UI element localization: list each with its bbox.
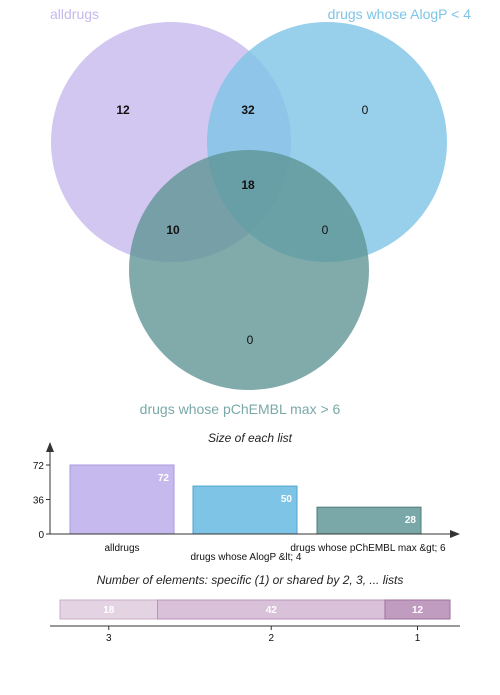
shared-chart-title: Number of elements: specific (1) or shar… — [97, 573, 404, 587]
y-tick-label-2: 72 — [33, 461, 45, 472]
shared-segment-1[interactable] — [384, 599, 451, 620]
y-axis-arrowhead — [46, 442, 54, 452]
size-bar-value-2: 28 — [405, 515, 417, 526]
shared-segment-value-3: 18 — [103, 605, 115, 616]
region-alogp-pchembl: 0 — [322, 223, 329, 237]
region-alldrugs-alogp: 32 — [241, 103, 255, 117]
region-only-pchembl: 0 — [247, 333, 254, 347]
size-bar-chart: Size of each list 72 50 28 0 36 72 alldrugs d… — [33, 431, 460, 563]
size-x-label-0: alldrugs — [104, 543, 139, 554]
shared-tick-label-1: 1 — [415, 633, 421, 644]
size-bar-2[interactable] — [316, 506, 422, 535]
shared-segment-value-1: 12 — [412, 605, 424, 616]
region-alldrugs-pchembl: 10 — [166, 223, 180, 237]
shared-segment-value-2: 42 — [266, 605, 278, 616]
region-all-three: 18 — [241, 178, 255, 192]
region-only-alogp: 0 — [362, 103, 369, 117]
size-y-ticks: 0 36 72 — [33, 461, 50, 541]
shared-tick-label-3: 3 — [106, 633, 112, 644]
size-chart-title: Size of each list — [208, 431, 293, 445]
shared-labels: 3 2 1 — [106, 626, 421, 644]
shared-tick-label-2: 2 — [268, 633, 274, 644]
venn-circle-pchembl[interactable] — [129, 150, 369, 390]
size-bars: 72 50 28 — [69, 464, 422, 535]
set-label-pchembl: drugs whose pChEMBL max > 6 — [140, 401, 341, 417]
size-x-label-1: drugs whose AlogP &lt; 4 — [191, 552, 302, 563]
size-x-label-2: drugs whose pChEMBL max &gt; 6 — [290, 543, 446, 554]
size-bar-0[interactable] — [69, 464, 175, 535]
venn-diagram: alldrugs drugs whose AlogP < 4 drugs who… — [50, 6, 471, 417]
size-bar-value-1: 50 — [281, 494, 293, 505]
shared-bar-chart: Number of elements: specific (1) or shar… — [50, 573, 460, 644]
shared-bars: 18 42 12 — [59, 599, 451, 620]
x-axis-arrowhead — [450, 530, 460, 538]
set-label-alldrugs: alldrugs — [50, 6, 99, 22]
size-bar-value-0: 72 — [158, 473, 170, 484]
y-tick-label-1: 36 — [33, 496, 45, 507]
y-tick-label-0: 0 — [38, 530, 44, 541]
region-only-alldrugs: 12 — [116, 103, 130, 117]
set-label-alogp: drugs whose AlogP < 4 — [328, 6, 472, 22]
